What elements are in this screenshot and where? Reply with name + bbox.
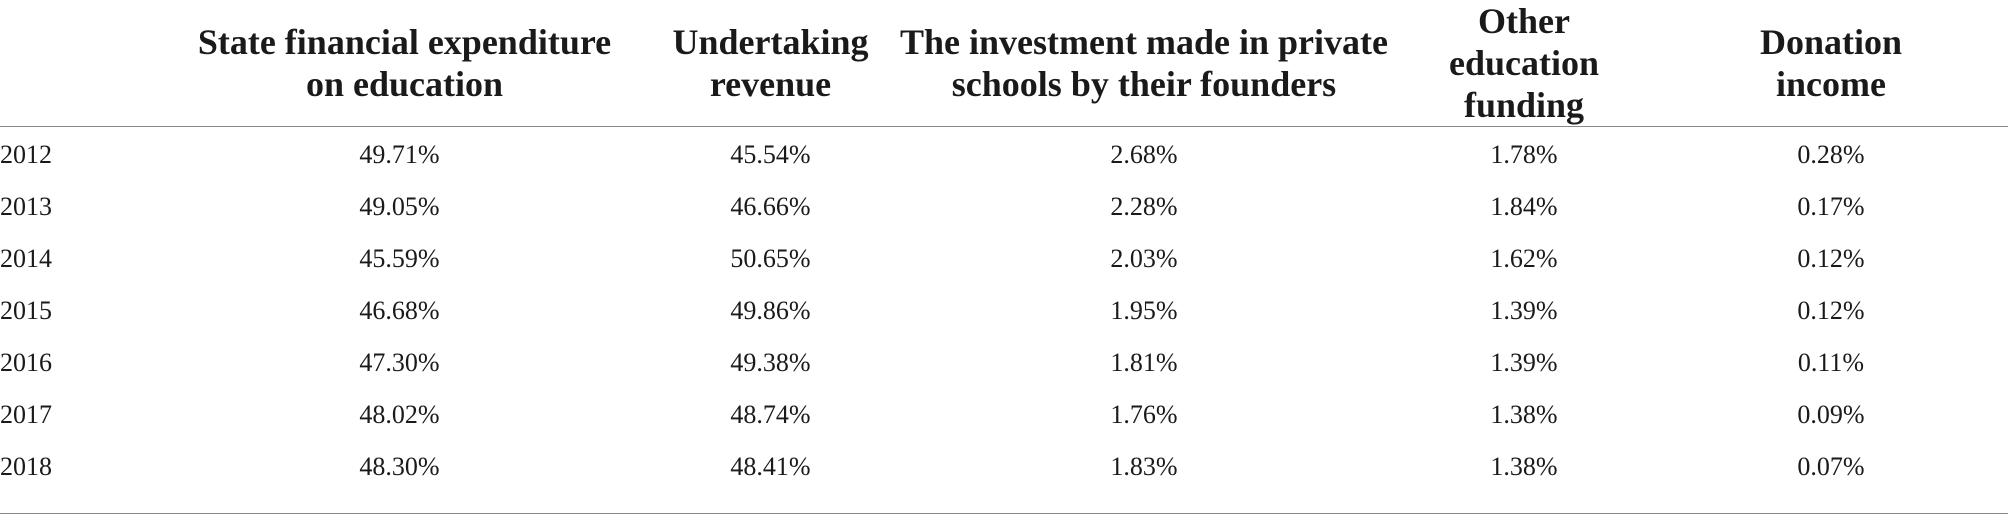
state-expenditure-cell: 47.30%: [359, 348, 440, 377]
donation-income-cell: 0.07%: [1797, 452, 1865, 481]
header-row: State financial expenditure on education…: [0, 0, 2008, 127]
header-state-financial-expenditure: State financial expenditure on education: [152, 0, 647, 127]
state-expenditure-cell: 49.71%: [359, 140, 440, 169]
table-bottom-rule: [0, 493, 2008, 514]
header-other-education-funding: Other education funding: [1394, 0, 1654, 127]
donation-income-cell: 0.12%: [1797, 244, 1865, 273]
other-funding-cell: 1.84%: [1490, 192, 1558, 221]
undertaking-revenue-cell: 45.54%: [730, 140, 811, 169]
year-cell: 2012: [0, 140, 52, 169]
private-investment-cell: 1.76%: [1110, 400, 1178, 429]
year-cell: 2016: [0, 348, 52, 377]
donation-income-cell: 0.11%: [1797, 348, 1865, 377]
table-row: 2014 45.59% 50.65% 2.03% 1.62% 0.12%: [0, 233, 2008, 285]
state-expenditure-cell: 49.05%: [359, 192, 440, 221]
year-cell: 2018: [0, 452, 52, 481]
private-investment-cell: 1.81%: [1110, 348, 1178, 377]
header-donation-income: Donation income: [1654, 0, 2008, 127]
table-row: 2012 49.71% 45.54% 2.68% 1.78% 0.28%: [0, 127, 2008, 182]
private-investment-cell: 2.68%: [1110, 140, 1178, 169]
undertaking-revenue-cell: 49.38%: [730, 348, 811, 377]
other-funding-cell: 1.39%: [1490, 348, 1558, 377]
table-row: 2013 49.05% 46.66% 2.28% 1.84% 0.17%: [0, 181, 2008, 233]
state-expenditure-cell: 46.68%: [359, 296, 440, 325]
other-funding-cell: 1.62%: [1490, 244, 1558, 273]
donation-income-cell: 0.12%: [1797, 296, 1865, 325]
undertaking-revenue-cell: 48.41%: [730, 452, 811, 481]
table-row: 2018 48.30% 48.41% 1.83% 1.38% 0.07%: [0, 441, 2008, 493]
state-expenditure-cell: 48.30%: [359, 452, 440, 481]
year-cell: 2017: [0, 400, 52, 429]
undertaking-revenue-cell: 46.66%: [730, 192, 811, 221]
other-funding-cell: 1.38%: [1490, 400, 1558, 429]
other-funding-cell: 1.38%: [1490, 452, 1558, 481]
table-row: 2017 48.02% 48.74% 1.76% 1.38% 0.09%: [0, 389, 2008, 441]
undertaking-revenue-cell: 49.86%: [730, 296, 811, 325]
donation-income-cell: 0.17%: [1797, 192, 1865, 221]
education-funding-table: State financial expenditure on education…: [0, 0, 2008, 514]
table-row: 2016 47.30% 49.38% 1.81% 1.39% 0.11%: [0, 337, 2008, 389]
state-expenditure-cell: 48.02%: [359, 400, 440, 429]
undertaking-revenue-cell: 50.65%: [730, 244, 811, 273]
state-expenditure-cell: 45.59%: [359, 244, 440, 273]
private-investment-cell: 2.03%: [1110, 244, 1178, 273]
donation-income-cell: 0.09%: [1797, 400, 1865, 429]
data-table-container: State financial expenditure on education…: [0, 0, 2008, 514]
table-row: 2015 46.68% 49.86% 1.95% 1.39% 0.12%: [0, 285, 2008, 337]
donation-income-cell: 0.28%: [1797, 140, 1865, 169]
undertaking-revenue-cell: 48.74%: [730, 400, 811, 429]
year-cell: 2013: [0, 192, 52, 221]
private-investment-cell: 1.83%: [1110, 452, 1178, 481]
header-private-school-investment: The investment made in private schools b…: [894, 0, 1394, 127]
header-year: [0, 0, 152, 127]
private-investment-cell: 1.95%: [1110, 296, 1178, 325]
other-funding-cell: 1.78%: [1490, 140, 1558, 169]
private-investment-cell: 2.28%: [1110, 192, 1178, 221]
other-funding-cell: 1.39%: [1490, 296, 1558, 325]
year-cell: 2014: [0, 244, 52, 273]
year-cell: 2015: [0, 296, 52, 325]
header-undertaking-revenue: Undertaking revenue: [647, 0, 894, 127]
